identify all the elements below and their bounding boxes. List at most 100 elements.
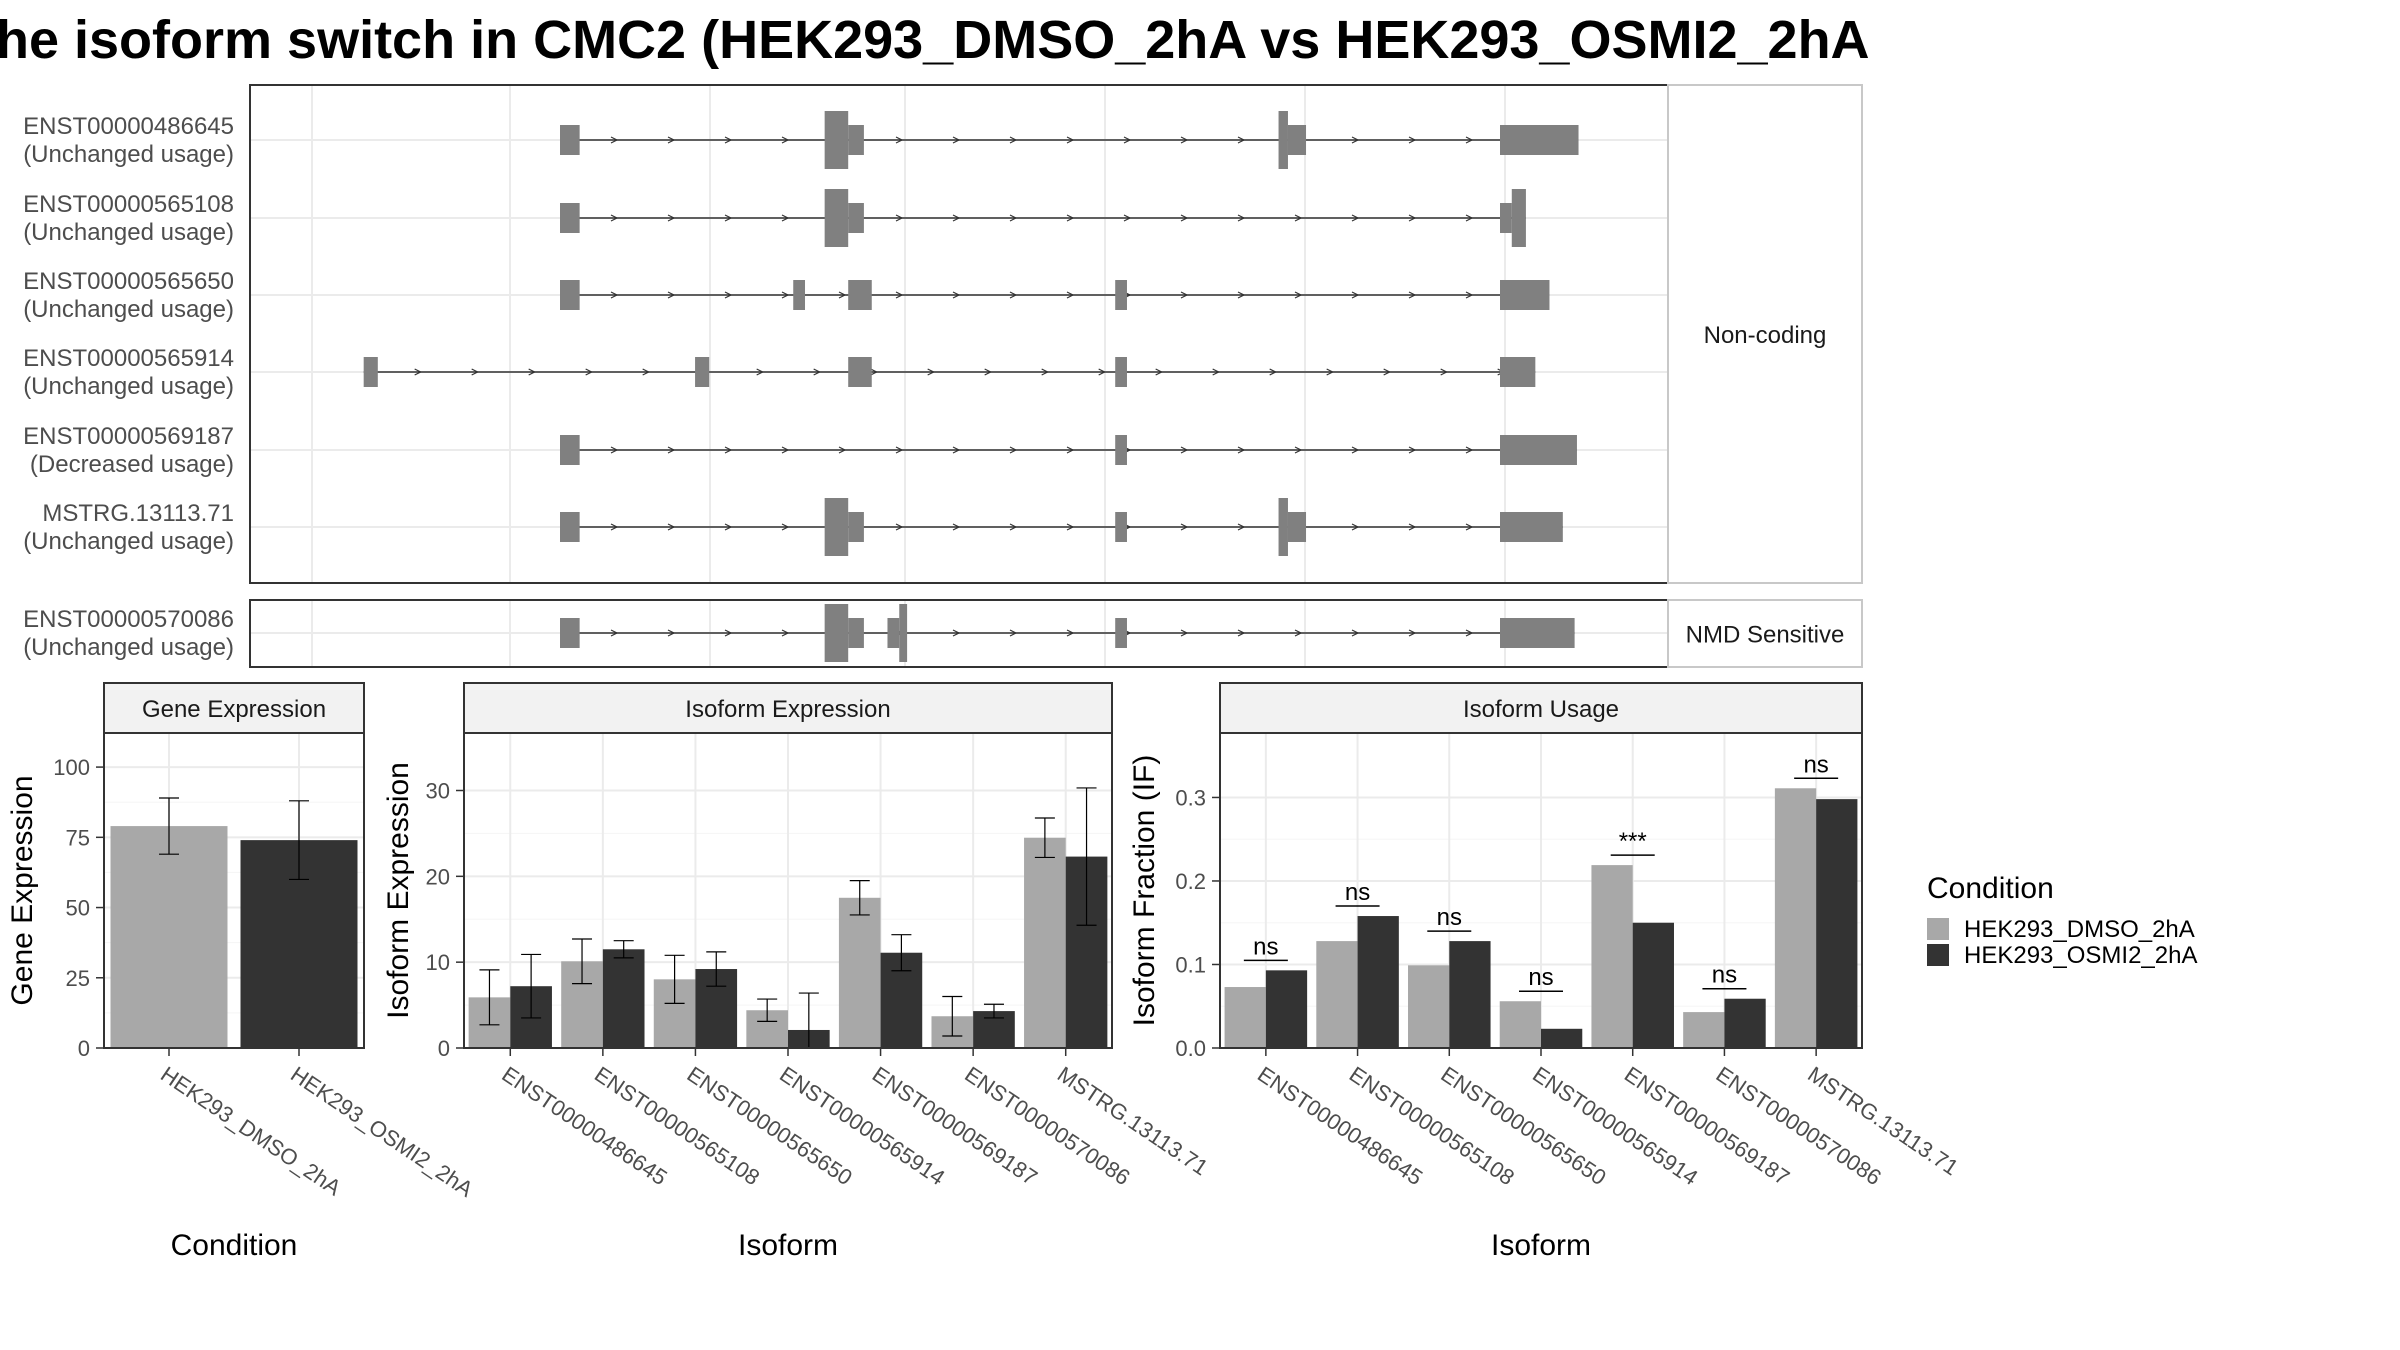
y-tick-label: 75 <box>66 825 90 850</box>
transcript-usage: (Unchanged usage) <box>23 634 234 661</box>
transcript-row: ENST00000565650(Unchanged usage) <box>23 268 1550 323</box>
transcript-structure-plot: ENST00000486645(Unchanged usage) ENST0000… <box>23 84 1863 668</box>
intron-arrow <box>610 291 619 299</box>
transcript-usage: (Unchanged usage) <box>23 373 234 400</box>
intron-arrow <box>1465 446 1474 454</box>
intron-arrow <box>667 214 676 222</box>
transcript-label: MSTRG.13113.71(Unchanged usage) <box>23 500 234 555</box>
exon-block <box>1115 618 1127 648</box>
intron-arrow <box>1351 523 1360 531</box>
error-bar <box>613 940 634 959</box>
bar-dmso <box>1408 965 1450 1048</box>
x-tick-label: ENST00000570086 <box>960 1061 1134 1190</box>
intron-arrow <box>1465 136 1474 144</box>
bar-osmi2 <box>1357 916 1399 1048</box>
intron-arrow <box>781 629 790 637</box>
bar-dmso <box>110 826 228 1048</box>
intron-arrow <box>984 368 993 376</box>
bar-osmi2 <box>1541 1028 1583 1048</box>
exon-block <box>1500 203 1512 233</box>
exon-block <box>848 125 864 155</box>
exon-block <box>1278 111 1288 169</box>
transcript-label: ENST00000486645(Unchanged usage) <box>23 113 234 168</box>
intron-arrow <box>585 368 594 376</box>
transcript-id: ENST00000565108 <box>23 191 234 218</box>
intron-arrow <box>528 368 537 376</box>
intron-arrow <box>667 446 676 454</box>
transcript-id: ENST00000570086 <box>23 606 234 633</box>
intron-arrow <box>610 214 619 222</box>
intron-arrow <box>1237 136 1246 144</box>
intron-arrow <box>1066 629 1075 637</box>
legend-item-label: HEK293_OSMI2_2hA <box>1964 942 2197 969</box>
x-tick-label: ENST00000486645 <box>497 1061 671 1190</box>
intron-arrow <box>724 523 733 531</box>
exon-block <box>848 280 872 310</box>
intron-arrow <box>1408 523 1417 531</box>
exon-block <box>1500 618 1575 648</box>
y-tick-label: 100 <box>53 755 90 780</box>
intron-arrow <box>1465 214 1474 222</box>
y-tick-label: 0.1 <box>1175 952 1206 977</box>
y-tick-label: 0 <box>438 1036 450 1061</box>
bar-dmso <box>1774 788 1817 1048</box>
intron-arrow <box>724 446 733 454</box>
transcript-row: ENST00000565914(Unchanged usage) <box>23 345 1536 400</box>
intron-arrow <box>1408 291 1417 299</box>
panel-border <box>463 732 1113 1049</box>
intron-arrow <box>838 291 847 299</box>
transcript-usage: (Unchanged usage) <box>23 296 234 323</box>
transcript-label: ENST00000570086(Unchanged usage) <box>23 606 234 661</box>
intron-arrow <box>1009 446 1018 454</box>
intron-arrow <box>610 629 619 637</box>
x-tick-label: ENST00000565650 <box>683 1061 857 1190</box>
significance-label: *** <box>1619 828 1647 855</box>
intron-arrow <box>667 629 676 637</box>
transcript-usage: (Unchanged usage) <box>23 219 234 246</box>
y-axis-title: Gene Expression <box>6 775 39 1005</box>
significance-label: ns <box>1712 962 1737 989</box>
intron-arrow <box>1212 368 1221 376</box>
error-bar <box>1034 817 1055 859</box>
intron-arrow <box>1465 291 1474 299</box>
significance-label: ns <box>1345 879 1370 906</box>
intron-arrow <box>1041 368 1050 376</box>
intron-arrow <box>1009 291 1018 299</box>
intron-arrow <box>756 368 765 376</box>
bar-dmso <box>1499 1001 1541 1048</box>
intron-arrow <box>895 136 904 144</box>
error-bar <box>289 800 309 881</box>
facet-strip <box>1667 599 1863 668</box>
exon-block <box>824 498 849 556</box>
exon-block <box>560 125 580 155</box>
error-bar <box>942 995 963 1037</box>
intron-arrow <box>1098 368 1107 376</box>
intron-arrow <box>1180 291 1189 299</box>
intron-arrow <box>1294 214 1303 222</box>
intron-arrow <box>667 523 676 531</box>
intron-arrow <box>1408 214 1417 222</box>
intron-arrow <box>952 446 961 454</box>
x-tick-label: ENST00000565108 <box>590 1061 764 1190</box>
y-tick-label: 50 <box>66 896 90 921</box>
exon-block <box>1115 357 1127 387</box>
intron-arrow <box>1408 446 1417 454</box>
transcript-id: ENST00000565914 <box>23 345 234 372</box>
intron-arrow <box>724 629 733 637</box>
exon-block <box>1287 125 1307 155</box>
intron-arrow <box>1326 368 1335 376</box>
intron-arrow <box>1066 214 1075 222</box>
bar-dmso <box>1591 865 1633 1048</box>
transcript-row: MSTRG.13113.71(Unchanged usage) <box>23 498 1563 556</box>
intron-arrow <box>610 523 619 531</box>
intron-arrow <box>1180 629 1189 637</box>
x-tick-label: ENST00000565108 <box>1345 1061 1519 1190</box>
bar-osmi2 <box>1265 970 1308 1048</box>
intron-arrow <box>1351 214 1360 222</box>
legend-title: Condition <box>1927 872 2054 905</box>
intron-arrow <box>667 291 676 299</box>
intron-arrow <box>1066 523 1075 531</box>
transcript-label: ENST00000565650(Unchanged usage) <box>23 268 234 323</box>
intron-arrow <box>724 214 733 222</box>
